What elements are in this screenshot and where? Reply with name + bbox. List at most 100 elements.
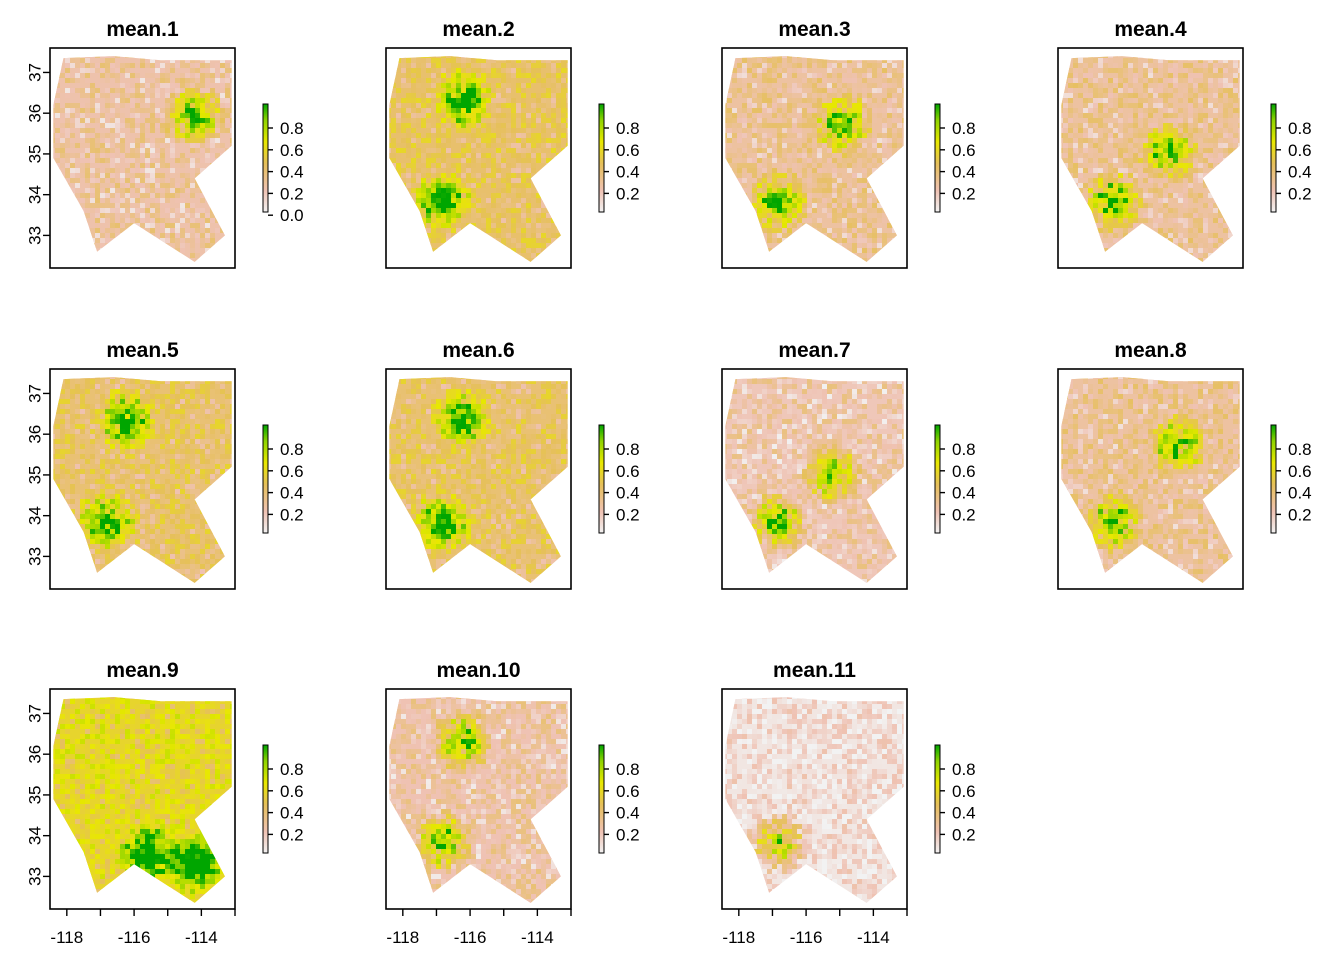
raster-cell bbox=[185, 138, 190, 143]
raster-cell bbox=[782, 56, 787, 58]
raster-cell bbox=[1168, 123, 1173, 128]
raster-cell bbox=[1168, 213, 1173, 218]
raster-cell bbox=[441, 163, 446, 168]
raster-cell bbox=[1123, 183, 1128, 188]
raster-cell bbox=[75, 73, 80, 78]
raster-cell bbox=[486, 198, 491, 203]
raster-cell bbox=[1133, 63, 1138, 68]
raster-cell bbox=[1163, 118, 1168, 123]
raster-cell bbox=[85, 173, 90, 178]
raster-cell bbox=[832, 208, 837, 213]
raster-cell bbox=[1193, 163, 1198, 168]
raster-cell bbox=[170, 228, 175, 233]
raster-cell bbox=[541, 203, 546, 208]
raster-cell bbox=[456, 63, 461, 68]
raster-cell bbox=[140, 238, 145, 243]
raster-cell bbox=[1158, 118, 1163, 123]
raster-cell bbox=[1173, 83, 1178, 88]
raster-cell bbox=[832, 113, 837, 118]
raster-cell bbox=[461, 68, 466, 73]
raster-cell bbox=[561, 228, 566, 233]
raster-cell bbox=[877, 198, 882, 203]
raster-cell bbox=[476, 58, 481, 63]
raster-cell bbox=[155, 213, 160, 218]
raster-cell bbox=[416, 178, 421, 183]
raster-cell bbox=[1068, 118, 1073, 123]
raster-cell bbox=[446, 58, 451, 63]
raster-cell bbox=[105, 218, 110, 223]
raster-cell bbox=[772, 178, 777, 183]
raster-cell bbox=[175, 153, 180, 158]
raster-cell bbox=[737, 248, 742, 253]
raster-cell bbox=[210, 128, 215, 133]
raster-cell bbox=[1133, 58, 1138, 63]
raster-cell bbox=[737, 118, 742, 123]
raster-cell bbox=[441, 113, 446, 118]
raster-cell bbox=[140, 233, 145, 238]
raster-cell bbox=[1193, 93, 1198, 98]
raster-cell bbox=[1178, 138, 1183, 143]
raster-cell bbox=[471, 133, 476, 138]
raster-cell bbox=[897, 213, 902, 218]
raster-cell bbox=[837, 98, 842, 103]
raster-cell bbox=[531, 243, 536, 248]
raster-cell bbox=[747, 198, 752, 203]
raster-cell bbox=[546, 173, 551, 178]
raster-cell bbox=[446, 198, 451, 203]
raster-cell bbox=[1061, 128, 1063, 133]
raster-cell bbox=[867, 233, 872, 238]
raster-cell bbox=[897, 113, 902, 118]
raster-cell bbox=[802, 238, 807, 243]
raster-cell bbox=[1098, 163, 1103, 168]
raster-cell bbox=[90, 203, 95, 208]
raster-cell bbox=[777, 56, 782, 58]
raster-cell bbox=[727, 68, 732, 73]
raster-cell bbox=[185, 118, 190, 123]
raster-cell bbox=[130, 183, 135, 188]
raster-cell bbox=[180, 133, 185, 138]
raster-cell bbox=[150, 173, 155, 178]
raster-cell bbox=[1088, 108, 1093, 113]
raster-cell bbox=[1083, 128, 1088, 133]
raster-cell bbox=[90, 238, 95, 243]
raster-cell bbox=[1183, 118, 1188, 123]
raster-cell bbox=[155, 108, 160, 113]
raster-cell bbox=[95, 118, 100, 123]
raster-cell bbox=[877, 208, 882, 213]
raster-cell bbox=[90, 56, 95, 58]
raster-cell bbox=[150, 178, 155, 183]
raster-cell bbox=[832, 83, 837, 88]
raster-cell bbox=[1133, 153, 1138, 158]
raster-cell bbox=[882, 233, 887, 238]
raster-cell bbox=[556, 133, 561, 138]
raster-cell bbox=[200, 248, 205, 253]
raster-cell bbox=[777, 133, 782, 138]
raster-cell bbox=[752, 113, 757, 118]
raster-cell bbox=[431, 73, 436, 78]
raster-cell bbox=[130, 173, 135, 178]
raster-cell bbox=[1163, 198, 1168, 203]
raster-cell bbox=[1088, 153, 1093, 158]
raster-cell bbox=[416, 188, 421, 193]
raster-cell bbox=[767, 188, 772, 193]
raster-cell bbox=[536, 233, 541, 238]
raster-cell bbox=[496, 78, 501, 83]
raster-cell bbox=[190, 93, 195, 98]
raster-cell bbox=[1213, 158, 1218, 163]
raster-cell bbox=[441, 103, 446, 108]
raster-cell bbox=[210, 78, 215, 83]
raster-cell bbox=[882, 173, 887, 178]
raster-cell bbox=[205, 148, 210, 153]
raster-cell bbox=[1108, 173, 1113, 178]
raster-cell bbox=[1128, 218, 1133, 223]
raster-cell bbox=[1098, 123, 1103, 128]
raster-cell bbox=[135, 253, 140, 258]
raster-cell bbox=[752, 63, 757, 68]
raster-cell bbox=[847, 113, 852, 118]
raster-cell bbox=[1118, 208, 1123, 213]
raster-cell bbox=[1148, 88, 1153, 93]
raster-cell bbox=[1113, 198, 1118, 203]
raster-cell bbox=[65, 168, 70, 173]
raster-cell bbox=[531, 78, 536, 83]
raster-cell bbox=[556, 228, 561, 233]
